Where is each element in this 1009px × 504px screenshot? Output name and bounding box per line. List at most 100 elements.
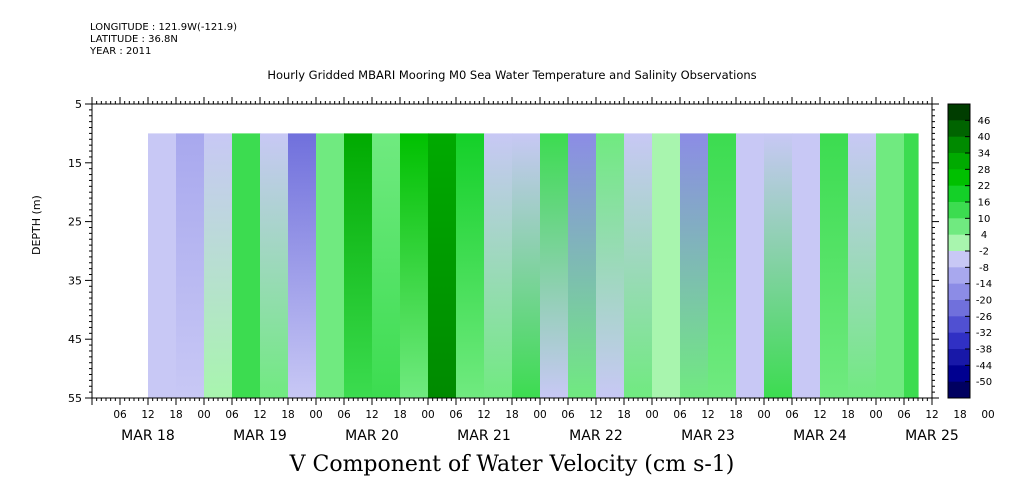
x-hour-label: 12 xyxy=(365,409,378,421)
metadata-block: LONGITUDE : 121.9W(-121.9) LATITUDE : 36… xyxy=(90,22,237,58)
x-hour-label: 18 xyxy=(281,409,294,421)
colorbar-swatch xyxy=(948,381,970,399)
colorbar-label: -8 xyxy=(979,263,989,274)
colorbar-swatch xyxy=(948,267,970,285)
colorbar-label: 40 xyxy=(978,132,991,143)
x-day-label: MAR 22 xyxy=(569,428,623,444)
colorbar-swatch xyxy=(948,234,970,252)
colorbar-label: -20 xyxy=(976,296,992,307)
latitude-label: LATITUDE : 36.8N xyxy=(90,34,178,45)
colorbar-swatch xyxy=(948,349,970,366)
heatmap-column xyxy=(400,133,429,398)
x-day-label: MAR 25 xyxy=(905,428,959,444)
x-hour-label: 18 xyxy=(729,409,742,421)
colorbar-swatch xyxy=(948,251,970,268)
heatmap-column xyxy=(876,133,905,398)
x-axis: 06 12 18 00 06 12 18 00 06 12 18 00 06 12 18 00 06 12 18 00… xyxy=(91,97,995,444)
y-axis: 5 15 25 35 45 55 xyxy=(68,98,939,405)
x-day-label: MAR 24 xyxy=(793,428,847,444)
heatmap-column xyxy=(568,133,597,398)
x-day-label: MAR 21 xyxy=(457,428,511,444)
x-hour-label: 18 xyxy=(617,409,630,421)
heatmap-column xyxy=(680,133,709,398)
x-hour-label: 06 xyxy=(449,409,463,421)
heatmap-column xyxy=(848,133,877,398)
heatmap-column xyxy=(512,133,541,398)
x-hour-label: 12 xyxy=(925,409,938,421)
colorbar-swatch xyxy=(948,316,970,334)
colorbar-label: -38 xyxy=(976,345,992,356)
colorbar-label: 16 xyxy=(978,198,991,209)
x-hour-label: 00 xyxy=(533,409,546,421)
heatmap-column xyxy=(708,133,737,398)
x-hour-label: 12 xyxy=(701,409,714,421)
heatmap-cells xyxy=(148,133,919,398)
colorbar-swatch xyxy=(948,136,970,154)
heatmap-column xyxy=(456,133,485,398)
colorbar-label: -44 xyxy=(976,361,992,372)
x-hour-label: 06 xyxy=(785,409,799,421)
x-hour-label: 00 xyxy=(981,409,994,421)
colorbar-label: -26 xyxy=(976,312,992,323)
x-hour-label: 18 xyxy=(505,409,518,421)
heatmap-column xyxy=(148,133,177,398)
colorbar-swatch xyxy=(948,218,970,236)
colorbar: 46 40 34 28 22 16 10 4 -2 -8 -14 -20 -26 -32 -38 -44 -50 xyxy=(947,103,992,399)
heatmap-column xyxy=(428,133,457,398)
colorbar-swatch xyxy=(948,120,970,138)
heatmap-column xyxy=(540,133,569,398)
x-hour-label: 06 xyxy=(673,409,687,421)
heatmap-column xyxy=(260,133,289,398)
heatmap-column xyxy=(204,133,233,398)
colorbar-label: -2 xyxy=(979,247,989,258)
x-hour-label: 06 xyxy=(561,409,575,421)
y-tick-label: 35 xyxy=(68,274,82,287)
heatmap-column xyxy=(792,133,821,398)
colorbar-swatch xyxy=(948,153,970,170)
x-hour-label: 18 xyxy=(953,409,966,421)
colorbar-label: -32 xyxy=(976,328,992,339)
colorbar-swatch xyxy=(948,300,970,317)
y-tick-label: 45 xyxy=(68,333,82,346)
x-hour-label: 18 xyxy=(169,409,182,421)
heatmap-column xyxy=(904,133,919,398)
x-day-label: MAR 19 xyxy=(233,428,287,444)
y-tick-label: 15 xyxy=(68,157,82,170)
x-hour-label: 12 xyxy=(141,409,154,421)
colorbar-swatch xyxy=(948,332,970,350)
colorbar-label: -14 xyxy=(976,279,992,290)
longitude-label: LONGITUDE : 121.9W(-121.9) xyxy=(90,22,237,33)
x-hour-label: 18 xyxy=(841,409,854,421)
colorbar-label: 34 xyxy=(978,149,991,160)
x-hour-label: 12 xyxy=(589,409,602,421)
colorbar-label: 28 xyxy=(978,165,991,176)
x-hour-label: 00 xyxy=(309,409,322,421)
colorbar-swatch xyxy=(948,185,970,203)
heatmap-column xyxy=(820,133,849,398)
x-hour-label: 00 xyxy=(757,409,770,421)
chart-subtitle: V Component of Water Velocity (cm s-1) xyxy=(289,452,735,477)
heatmap-column xyxy=(596,133,625,398)
y-tick-label: 5 xyxy=(75,98,82,111)
x-hour-label: 06 xyxy=(113,409,127,421)
colorbar-swatch xyxy=(948,365,970,383)
heatmap-column xyxy=(484,133,513,398)
year-label: YEAR : 2011 xyxy=(90,46,152,57)
x-hour-label: 12 xyxy=(813,409,826,421)
colorbar-swatch xyxy=(948,283,970,301)
x-hour-label: 06 xyxy=(225,409,239,421)
x-hour-label: 06 xyxy=(337,409,351,421)
x-hour-label: 12 xyxy=(477,409,490,421)
heatmap-column xyxy=(652,133,681,398)
colorbar-swatch xyxy=(948,104,970,121)
chart-title: Hourly Gridded MBARI Mooring M0 Sea Wate… xyxy=(267,68,757,82)
x-hour-label: 00 xyxy=(421,409,434,421)
heatmap-column xyxy=(344,133,373,398)
x-hour-label: 12 xyxy=(253,409,266,421)
colorbar-label: 46 xyxy=(978,116,991,127)
y-tick-label: 55 xyxy=(68,392,82,405)
heatmap-column xyxy=(624,133,653,398)
x-hour-label: 00 xyxy=(869,409,882,421)
heatmap-column xyxy=(372,133,401,398)
